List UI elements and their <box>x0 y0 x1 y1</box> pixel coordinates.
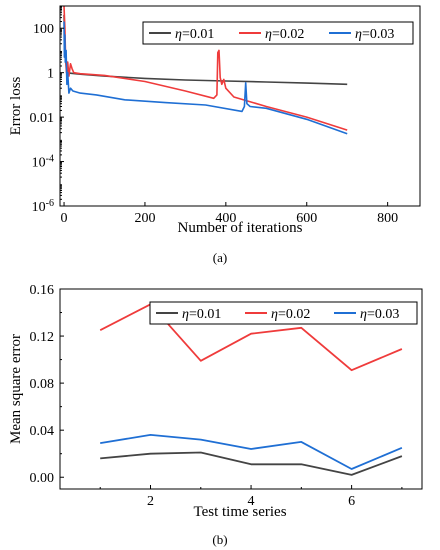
chart-b-legend: η=0.01 η=0.02 η=0.03 <box>149 301 418 325</box>
x-tick-label: 400 <box>215 211 236 226</box>
x-tick-label: 0 <box>61 211 68 226</box>
legend-label: η=0.02 <box>271 307 310 322</box>
y-tick-label: 0.12 <box>30 330 55 345</box>
chart-a-legend: η=0.01 η=0.02 η=0.03 <box>142 21 414 45</box>
chart-a-caption: (a) <box>213 250 227 265</box>
chart-a-x-axis-title: Number of iterations <box>178 220 303 236</box>
chart-a-frame <box>59 5 421 207</box>
chart-a-y-axis-title: Error loss <box>8 76 24 135</box>
chart-b-x-axis-title: Test time series <box>193 504 286 520</box>
chart-b-series-line <box>100 451 403 476</box>
y-tick-label: 0.01 <box>30 111 55 126</box>
chart-a-series-line <box>63 6 348 131</box>
chart-b-ticks: 2 4 6 0.00 0.04 0.08 0.12 0.16 <box>30 283 403 509</box>
legend-label: η=0.03 <box>355 27 394 42</box>
y-tick-label: 10-4 <box>32 153 54 171</box>
y-tick-label: 10-6 <box>32 198 54 216</box>
legend-box <box>142 21 414 45</box>
x-tick-label: 4 <box>248 494 255 509</box>
chart-b-frame <box>59 288 423 490</box>
y-tick-label: 1 <box>47 67 54 82</box>
x-tick-label: 6 <box>348 494 355 509</box>
chart-a-series-group <box>63 6 348 135</box>
y-tick-label: 0.16 <box>30 283 55 298</box>
y-tick-label: 0.00 <box>30 471 55 486</box>
x-tick-label: 600 <box>296 211 317 226</box>
chart-b-series-group <box>99 303 403 476</box>
legend-label: η=0.02 <box>265 27 304 42</box>
x-tick-label: 200 <box>134 211 155 226</box>
chart-b-caption: (b) <box>212 532 227 547</box>
chart-b-series-line <box>100 434 403 470</box>
chart-b: 2 4 60.000.040.080.120.16 η=0.01 η=0.02 η=0.… <box>8 283 423 547</box>
legend-box <box>149 301 418 325</box>
chart-a-ticks: 0 200 400 600 800 100 1 0.01 10-4 10-6 <box>30 6 398 226</box>
legend-label: η=0.03 <box>360 307 399 322</box>
y-tick-label: 100 <box>33 22 54 37</box>
chart-a-series-line <box>63 21 348 135</box>
legend-label: η=0.01 <box>175 27 214 42</box>
y-tick-label: 0.08 <box>30 377 55 392</box>
chart-b-y-axis-title: Mean square error <box>8 334 24 444</box>
legend-label: η=0.01 <box>182 307 221 322</box>
x-tick-label: 2 <box>147 494 154 509</box>
x-tick-label: 800 <box>377 211 398 226</box>
y-tick-label: 0.04 <box>30 424 55 439</box>
